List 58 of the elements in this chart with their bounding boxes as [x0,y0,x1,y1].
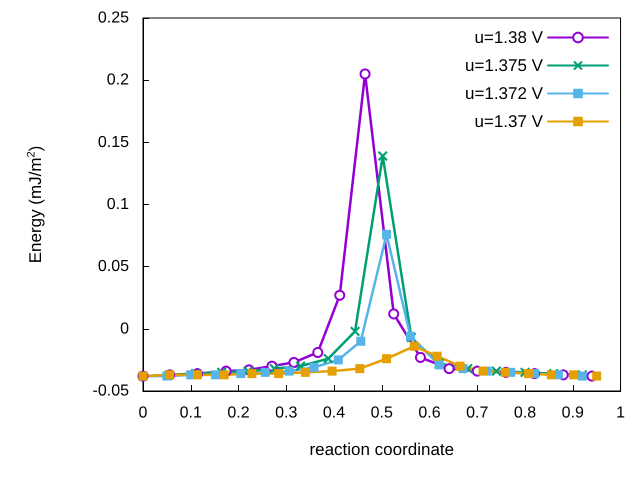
point [236,369,246,378]
x-tick-label: 0.8 [514,404,536,422]
point [334,290,346,301]
point [388,308,400,320]
y-tick-label: 0 [120,320,130,338]
point [592,372,602,381]
x-tick-label: 0.7 [466,404,489,422]
point [432,352,442,361]
x-axis-title: reaction coordinate [309,440,454,459]
point [288,356,300,368]
y-tick-label: -0.05 [92,382,130,400]
point [284,366,294,376]
point [360,68,371,80]
x-tick-label: 0.4 [322,404,346,422]
point [546,370,556,380]
point [356,336,366,346]
x-tick-label: 0.6 [418,404,441,422]
point [414,352,426,363]
point [350,326,360,336]
point [334,355,343,364]
point [247,369,256,378]
y-tick-label: 0.1 [106,196,130,213]
point [309,362,318,372]
point [378,151,388,162]
legend-label: u=1.37 V [474,112,544,131]
y-axis-title: Energy (mJ/m2) [26,146,45,264]
x-tick-label: 0.1 [180,404,202,422]
x-tick-label: 1 [616,404,626,422]
point [382,230,392,239]
point [323,354,334,364]
point [300,368,310,377]
y-tick-label: 0.25 [98,10,130,26]
x-tick-label: 0.5 [370,404,393,422]
x-tick-label: 0.9 [562,404,584,422]
x-tick-label: 0.3 [275,404,298,422]
point [328,366,337,376]
point [211,370,220,380]
legend-label: u=1.372 V [465,84,544,103]
point [524,369,533,378]
point [355,364,364,374]
y-tick-label: 0.2 [106,72,130,89]
point [478,366,488,376]
point [312,346,324,358]
point [569,370,578,380]
point [274,369,284,378]
legend-label: u=1.375 V [465,56,544,75]
x-tick-label: 0 [138,404,148,422]
y-tick-label: 0.15 [98,134,130,151]
point [410,342,419,351]
point [491,366,502,376]
point [456,362,465,371]
legend-label: u=1.38 V [474,28,544,47]
point [382,354,392,364]
point [260,368,270,377]
point [444,363,455,374]
point [220,370,229,380]
y-tick-label: 0.05 [98,258,130,276]
x-tick-label: 0.2 [227,404,250,422]
